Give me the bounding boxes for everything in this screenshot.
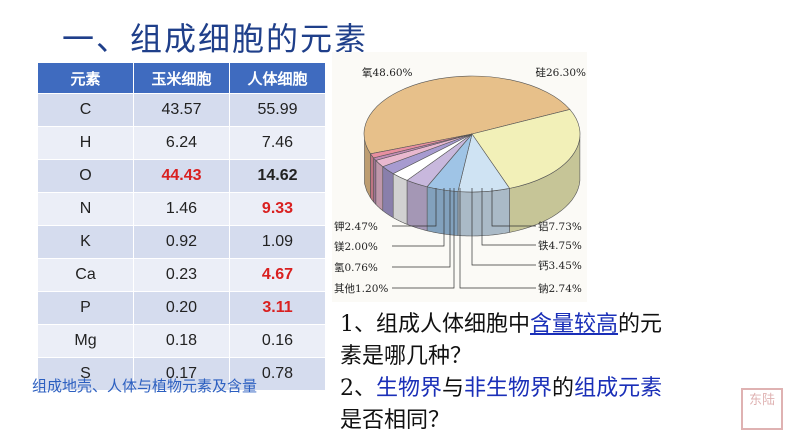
pie-slice-0 xyxy=(363,75,571,155)
question-1-line-1: 1、组成人体细胞中含量较高的元 xyxy=(340,306,662,338)
cell-corn: 0.23 xyxy=(133,258,230,292)
cell-corn: 43.57 xyxy=(133,93,230,127)
cell-corn-highlight: 44.43 xyxy=(133,159,230,193)
table-row: K 0.92 1.09 xyxy=(37,225,326,259)
pie-label-7: 镁2.00% xyxy=(334,240,378,253)
cell-element: S xyxy=(37,357,134,391)
crust-element-pie-chart: 氧48.60% 硅26.30% 铝7.73% 铁4.75% 钙3.45% 钠2.74% 钾2… xyxy=(332,52,587,302)
cell-human-highlight: 9.33 xyxy=(229,192,326,226)
cell-element: N xyxy=(37,192,134,226)
question-2-line-1: 2、生物界与非生物界的组成元素 xyxy=(340,370,662,402)
cell-corn: 6.24 xyxy=(133,126,230,160)
pie-label-1: 硅26.30% xyxy=(535,66,586,79)
table-row: H 6.24 7.46 xyxy=(37,126,326,160)
question-2-line-2: 是否相同？ xyxy=(340,408,451,433)
pie-side-4 xyxy=(406,179,428,232)
q2-prefix: 2、 xyxy=(340,376,376,401)
page-title: 一、组成细胞的元素 xyxy=(62,20,369,58)
question-1-line-2: 素是哪几种？ xyxy=(340,344,473,369)
cell-human: 0.16 xyxy=(229,324,326,358)
seal-stamp: 东陆 xyxy=(741,388,783,430)
pie-label-8: 氢0.76% xyxy=(334,261,378,274)
figure-caption: 组成地壳、人体与植物元素及含量 xyxy=(32,377,258,395)
q1-suffix: 的元 xyxy=(618,312,663,337)
cell-element: Ca xyxy=(37,258,134,292)
element-table: 元素 玉米细胞 人体细胞 C 43.57 55.99 H 6.24 7.46 O… xyxy=(37,62,326,391)
pie-label-0: 氧48.60% xyxy=(362,66,413,79)
pie-leader-line-7 xyxy=(392,188,445,247)
q2-highlight-elements: 组成元素 xyxy=(574,376,663,401)
table-row: C 43.57 55.99 xyxy=(37,93,326,127)
header-corn: 玉米细胞 xyxy=(133,62,230,94)
cell-element: Mg xyxy=(37,324,134,358)
pie-leader-line-6 xyxy=(392,188,437,227)
pie-label-5: 钠2.74% xyxy=(538,282,582,295)
cell-human: 0.78 xyxy=(229,357,326,391)
cell-element: O xyxy=(37,159,134,193)
pie-svg: 氧48.60% 硅26.30% 铝7.73% 铁4.75% 钙3.45% 钠2.74% 钾2… xyxy=(334,66,586,295)
pie-leader-line-5 xyxy=(459,188,536,289)
pie-leader-line-3 xyxy=(481,188,536,246)
pie-side-6 xyxy=(382,166,394,219)
pie-side-3 xyxy=(426,186,459,236)
cell-corn: 1.46 xyxy=(133,192,230,226)
q1-prefix: 1、组成人体细胞中 xyxy=(340,312,530,337)
header-element: 元素 xyxy=(37,62,134,94)
pie-side-5 xyxy=(392,173,408,225)
table-row: N 1.46 9.33 xyxy=(37,192,326,226)
pie-slice-9 xyxy=(370,133,473,159)
pie-label-4: 钙3.45% xyxy=(538,259,582,272)
cell-corn: 0.92 xyxy=(133,225,230,259)
cell-element: K xyxy=(37,225,134,259)
q2-mid: 与 xyxy=(442,376,465,401)
cell-human-highlight: 4.67 xyxy=(229,258,326,292)
table-row: O 44.43 14.62 xyxy=(37,159,326,193)
pie-leader-line-8 xyxy=(392,188,451,268)
pie-side-9 xyxy=(370,152,374,203)
table-row: S 0.17 0.78 xyxy=(37,357,326,391)
pie-leader-line-2 xyxy=(491,188,536,227)
cell-human: 7.46 xyxy=(229,126,326,160)
table-row: P 0.20 3.11 xyxy=(37,291,326,325)
table-row: Mg 0.18 0.16 xyxy=(37,324,326,358)
pie-label-2: 铝7.73% xyxy=(538,220,582,233)
cell-human-highlight: 3.11 xyxy=(229,291,326,325)
pie-label-9: 其他1.20% xyxy=(334,282,388,295)
q2-highlight-living: 生物界 xyxy=(376,376,443,401)
cell-human: 55.99 xyxy=(229,93,326,127)
pie-leader-line-4 xyxy=(471,188,536,266)
header-human: 人体细胞 xyxy=(229,62,326,94)
cell-element: H xyxy=(37,126,134,160)
cell-element: C xyxy=(37,93,134,127)
pie-side-2 xyxy=(457,188,510,237)
pie-leader-line-9 xyxy=(392,188,455,289)
cell-element: P xyxy=(37,291,134,325)
pie-label-6: 钾2.47% xyxy=(334,220,378,233)
cell-human-bold: 14.62 xyxy=(229,159,326,193)
cell-human: 1.09 xyxy=(229,225,326,259)
q2-mid2: 的 xyxy=(552,376,575,401)
cell-corn: 0.18 xyxy=(133,324,230,358)
cell-corn: 0.20 xyxy=(133,291,230,325)
pie-side-8 xyxy=(373,157,377,206)
table-row: Ca 0.23 4.67 xyxy=(37,258,326,292)
pie-label-3: 铁4.75% xyxy=(538,239,582,252)
q2-highlight-nonliving: 非生物界 xyxy=(464,376,553,401)
table-header-row: 元素 玉米细胞 人体细胞 xyxy=(37,62,326,94)
pie-slice-1 xyxy=(471,109,581,189)
pie-side-7 xyxy=(375,159,384,212)
q1-highlight: 含量较高 xyxy=(530,312,619,337)
